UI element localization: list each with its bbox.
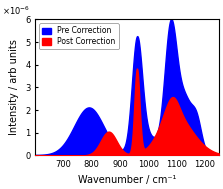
Legend: Pre Correction, Post Correction: Pre Correction, Post Correction: [39, 23, 119, 49]
X-axis label: Wavenumber / cm⁻¹: Wavenumber / cm⁻¹: [78, 175, 176, 185]
Text: $\times10^{-6}$: $\times10^{-6}$: [2, 4, 30, 17]
Y-axis label: Intensity / arb units: Intensity / arb units: [10, 40, 19, 135]
